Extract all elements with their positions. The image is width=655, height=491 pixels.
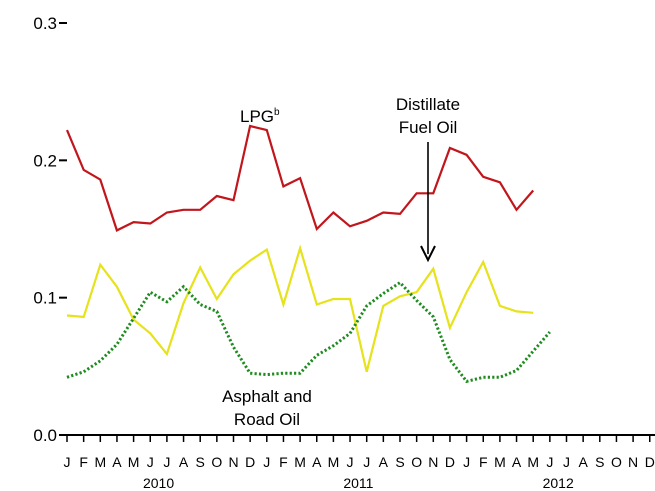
y-tick-label-2: 0.2 xyxy=(33,151,57,170)
series-label-lpg-main: LPG xyxy=(240,107,274,126)
x-tick-label-8: S xyxy=(196,454,205,470)
x-tick-label-7: A xyxy=(179,454,189,470)
x-tick-label-22: N xyxy=(428,454,438,470)
year-label-1: 2011 xyxy=(343,475,373,491)
x-tick-label-10: N xyxy=(228,454,238,470)
year-label-0: 2010 xyxy=(143,475,174,491)
x-axis: J F M A M J J A S O N D J F M A M J J A S O N D J F M A M J J A S O N D2010… xyxy=(59,435,655,491)
x-tick-label-30: J xyxy=(563,454,570,470)
plot-area xyxy=(67,126,550,381)
year-label-2: 2012 xyxy=(543,475,574,491)
x-tick-label-0: J xyxy=(64,454,71,470)
x-tick-label-12: J xyxy=(263,454,270,470)
series-label-lpg-sup: b xyxy=(274,107,280,118)
x-tick-label-2: M xyxy=(94,454,106,470)
y-tick-label-3: 0.3 xyxy=(33,14,57,33)
x-tick-label-16: M xyxy=(328,454,340,470)
annotation-arrow xyxy=(421,142,435,260)
annotation-line-1: Distillate xyxy=(396,95,460,114)
x-tick-label-9: O xyxy=(211,454,222,470)
x-tick-label-14: M xyxy=(294,454,306,470)
x-tick-label-5: J xyxy=(147,454,154,470)
series-line-2 xyxy=(67,283,550,382)
x-tick-label-29: J xyxy=(546,454,553,470)
x-tick-label-20: S xyxy=(395,454,404,470)
annotation-line-2: Fuel Oil xyxy=(399,118,458,137)
x-tick-label-26: M xyxy=(494,454,506,470)
x-tick-label-18: J xyxy=(363,454,370,470)
y-tick-label-1: 0.1 xyxy=(33,289,57,308)
x-tick-label-35: D xyxy=(645,454,655,470)
series-label-asphalt-line-2: Road Oil xyxy=(234,410,300,429)
x-tick-label-13: F xyxy=(279,454,288,470)
x-tick-label-3: A xyxy=(112,454,122,470)
x-tick-label-21: O xyxy=(411,454,422,470)
x-tick-label-24: J xyxy=(463,454,470,470)
x-tick-label-34: N xyxy=(628,454,638,470)
x-tick-label-6: J xyxy=(163,454,170,470)
x-tick-label-27: A xyxy=(512,454,522,470)
x-tick-label-28: M xyxy=(527,454,539,470)
x-tick-label-23: D xyxy=(445,454,455,470)
x-tick-label-15: A xyxy=(312,454,322,470)
x-tick-label-31: A xyxy=(578,454,588,470)
series-label-asphalt-line-1: Asphalt and xyxy=(222,387,312,406)
y-tick-label-0: 0.0 xyxy=(33,426,57,445)
x-tick-label-11: D xyxy=(245,454,255,470)
x-tick-label-4: M xyxy=(128,454,140,470)
series-line-0 xyxy=(67,126,533,230)
y-axis: 0.0 0.1 0.2 0.3 xyxy=(33,14,67,445)
series-labels: LPGb Distillate Fuel Oil Asphalt and Roa… xyxy=(222,95,460,429)
x-tick-label-1: F xyxy=(79,454,88,470)
x-tick-label-25: F xyxy=(479,454,488,470)
series-line-1 xyxy=(67,248,533,372)
series-label-lpg: LPGb xyxy=(240,107,280,126)
x-tick-label-32: S xyxy=(595,454,604,470)
x-tick-label-33: O xyxy=(611,454,622,470)
x-tick-label-17: J xyxy=(347,454,354,470)
x-tick-label-19: A xyxy=(379,454,389,470)
